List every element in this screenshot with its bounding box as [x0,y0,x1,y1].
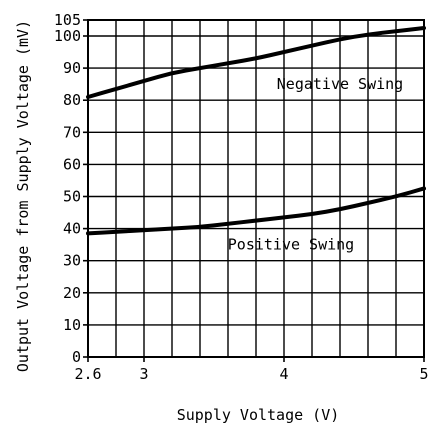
series-annotations: Negative Swing Positive Swing [228,75,403,254]
y-tick-label: 90 [63,59,81,77]
x-tick-labels: 2.6 3 4 5 [74,365,428,383]
y-tick-label: 80 [63,91,81,109]
x-tick-label: 2.6 [74,365,101,383]
x-tick-label: 3 [139,365,148,383]
y-tick-label: 70 [63,123,81,141]
x-axis-label: Supply Voltage (V) [177,406,340,424]
plot-frame [83,19,425,362]
y-tick-label: 40 [63,220,81,238]
annotation-label: Positive Swing [228,236,354,254]
series-lines [86,26,426,236]
series-line-negative-swing [86,26,426,99]
y-tick-label: 20 [63,284,81,302]
x-tick-label: 5 [419,365,428,383]
series-line-positive-swing [86,186,426,236]
y-tick-label: 0 [72,348,81,366]
y-tick-label: 10 [63,316,81,334]
y-tick-label: 50 [63,188,81,206]
x-tick-label: 4 [279,365,288,383]
annotation-label: Negative Swing [277,75,403,93]
y-tick-label: 100 [54,27,81,45]
grid-lines [88,20,424,357]
y-tick-label: 60 [63,155,81,173]
y-tick-label: 105 [54,11,81,29]
y-tick-label: 30 [63,252,81,270]
y-axis-label: Output Voltage from Supply Voltage (mV) [14,20,32,372]
